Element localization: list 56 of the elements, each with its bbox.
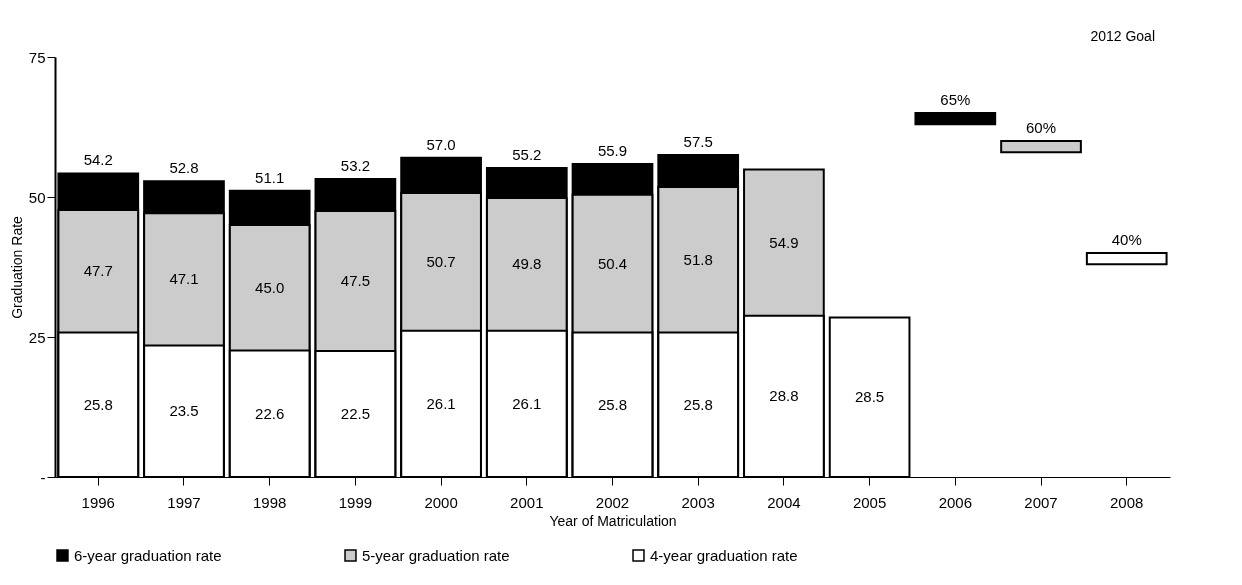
legend-label: 5-year graduation rate: [362, 546, 510, 564]
data-label: 53.2: [340, 157, 370, 175]
data-label: 52.8: [169, 159, 199, 177]
data-label: 22.5: [340, 405, 370, 422]
x-tick-label: 2007: [1024, 493, 1058, 511]
y-tick-label: -: [40, 468, 46, 486]
data-label: 51.8: [683, 250, 713, 268]
data-label: 51.1: [255, 168, 285, 186]
data-label: 28.5: [855, 388, 885, 406]
x-tick-label: 2006: [938, 493, 972, 511]
x-tick-label: 2008: [1110, 493, 1144, 511]
data-label: 54.2: [83, 151, 113, 169]
x-tick-label: 1997: [167, 493, 201, 511]
legend-label: 4-year graduation rate: [650, 546, 798, 564]
x-tick-label: 2000: [424, 493, 458, 511]
x-tick-label: 2002: [595, 493, 630, 511]
text: 2012 Goal: [1090, 28, 1155, 44]
y-tick-label: 50: [28, 188, 46, 206]
x-tick-label: 2001: [510, 493, 544, 511]
data-label: 28.8: [769, 387, 799, 405]
x-tick-label: 1998: [253, 493, 287, 511]
data-label: 55.9: [597, 141, 628, 159]
data-label: 47.5: [340, 272, 370, 289]
x-tick-label: 1999: [338, 493, 373, 511]
bar: [914, 112, 997, 126]
x-tick-label: 2003: [681, 493, 715, 511]
data-label: 49.8: [512, 255, 542, 273]
data-label: 47.1: [169, 270, 199, 288]
data-label: 60%: [1026, 119, 1057, 136]
data-label: 25.8: [597, 395, 628, 413]
data-label: 22.6: [255, 404, 285, 422]
data-label: 57.0: [426, 135, 456, 153]
y-tick-label: 25: [28, 328, 46, 346]
x-tick-label: 2004: [767, 493, 801, 511]
y-tick-label: 75: [28, 48, 46, 66]
data-label: 25.8: [683, 395, 713, 413]
data-label: 45.0: [255, 278, 285, 296]
data-label: 40%: [1111, 231, 1142, 248]
bar: [1085, 252, 1168, 266]
data-label: 50.4: [597, 254, 628, 272]
x-tick-label: 2005: [852, 493, 887, 511]
data-label: 25.8: [83, 395, 113, 413]
legend-label: 6-year graduation rate: [74, 546, 222, 564]
data-label: 47.7: [83, 262, 113, 280]
data-label: 26.1: [512, 394, 542, 412]
x-tick-label: 1996: [81, 493, 115, 511]
data-label: 50.7: [426, 252, 456, 270]
data-label: 23.5: [169, 402, 199, 420]
bar: [1000, 140, 1082, 154]
data-label: 55.2: [512, 145, 542, 163]
data-label: 54.9: [769, 233, 799, 251]
y-axis-title: Graduation Rate: [8, 215, 25, 319]
x-axis-title: Year of Matriculation: [549, 512, 677, 529]
data-label: 26.1: [426, 394, 456, 412]
data-label: 65%: [940, 91, 971, 108]
data-label: 57.5: [683, 133, 713, 150]
